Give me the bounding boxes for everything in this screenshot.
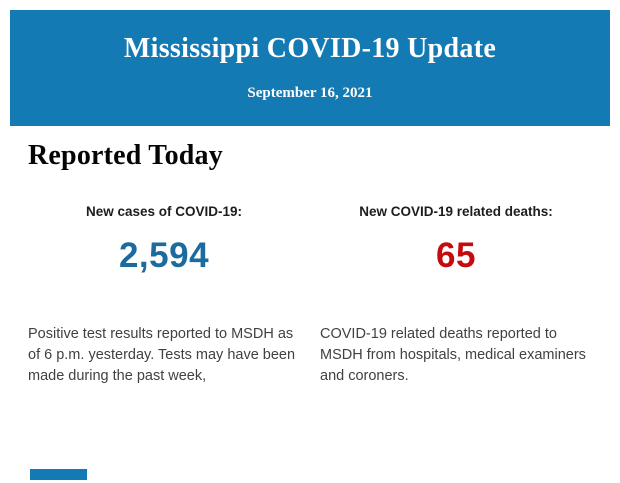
header-date: September 16, 2021 bbox=[247, 85, 373, 102]
stat-new-cases: New cases of COVID-19: 2,594 Positive te… bbox=[28, 204, 300, 387]
new-cases-description: Positive test results reported to MSDH a… bbox=[28, 326, 296, 385]
new-cases-value: 2,594 bbox=[118, 236, 210, 275]
stats-row: New cases of COVID-19: 2,594 Positive te… bbox=[28, 204, 592, 387]
new-cases-label: New cases of COVID-19: bbox=[85, 204, 243, 219]
new-deaths-label: New COVID-19 related deaths: bbox=[359, 204, 553, 219]
stat-new-deaths: New COVID-19 related deaths: 65 COVID-19… bbox=[320, 204, 592, 387]
new-deaths-description: COVID-19 related deaths reported to MSDH… bbox=[320, 326, 586, 385]
page-title: Mississippi COVID-19 Update bbox=[123, 32, 497, 64]
new-deaths-value: 65 bbox=[436, 236, 476, 275]
section-heading: Reported Today bbox=[28, 140, 223, 171]
header-banner: Mississippi COVID-19 Update September 16… bbox=[10, 10, 610, 126]
footer-accent-bar bbox=[30, 469, 87, 480]
